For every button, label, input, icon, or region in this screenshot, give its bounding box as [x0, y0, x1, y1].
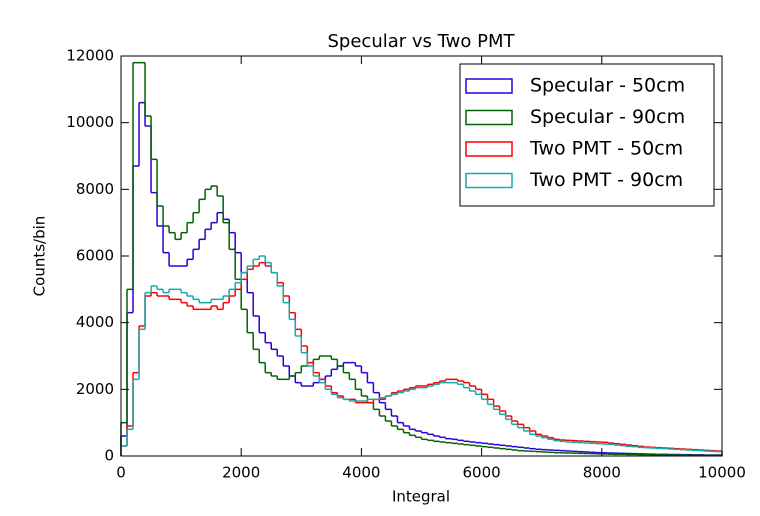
- legend-swatch: [465, 141, 513, 157]
- y-axis-label: Counts/bin: [31, 216, 49, 297]
- chart-title: Specular vs Two PMT: [328, 31, 516, 52]
- legend-label: Two PMT - 90cm: [529, 169, 683, 191]
- y-tick-label: 6000: [76, 247, 114, 265]
- y-tick-label: 10000: [66, 113, 114, 131]
- legend-label: Specular - 90cm: [530, 106, 685, 128]
- x-axis-label: Integral: [392, 488, 450, 506]
- series: [120, 255, 723, 456]
- legend-label: Specular - 50cm: [530, 75, 685, 97]
- y-tick-label: 8000: [76, 180, 114, 198]
- legend-box: [459, 63, 715, 207]
- y-tick-label: 12000: [66, 47, 114, 65]
- series: [120, 261, 723, 456]
- y-tick-label: 2000: [76, 380, 114, 398]
- x-tick-label: 8000: [583, 464, 621, 482]
- x-tick-label: 2000: [222, 464, 260, 482]
- legend-label: Two PMT - 50cm: [529, 138, 683, 160]
- y-tick-label: 4000: [76, 313, 114, 331]
- legend: Specular - 50cm Specular - 90cm Two PMT - …: [459, 63, 715, 207]
- legend-swatch: [465, 109, 513, 126]
- x-tick-label: 6000: [463, 464, 501, 482]
- x-tick-label: 4000: [342, 464, 380, 482]
- legend-swatch: [465, 172, 513, 189]
- x-tick-label: 0: [116, 464, 126, 482]
- legend-swatch: [465, 78, 513, 94]
- plot-area: [120, 61, 723, 457]
- y-tick-label: 0: [104, 447, 114, 465]
- x-tick-label: 10000: [698, 464, 746, 482]
